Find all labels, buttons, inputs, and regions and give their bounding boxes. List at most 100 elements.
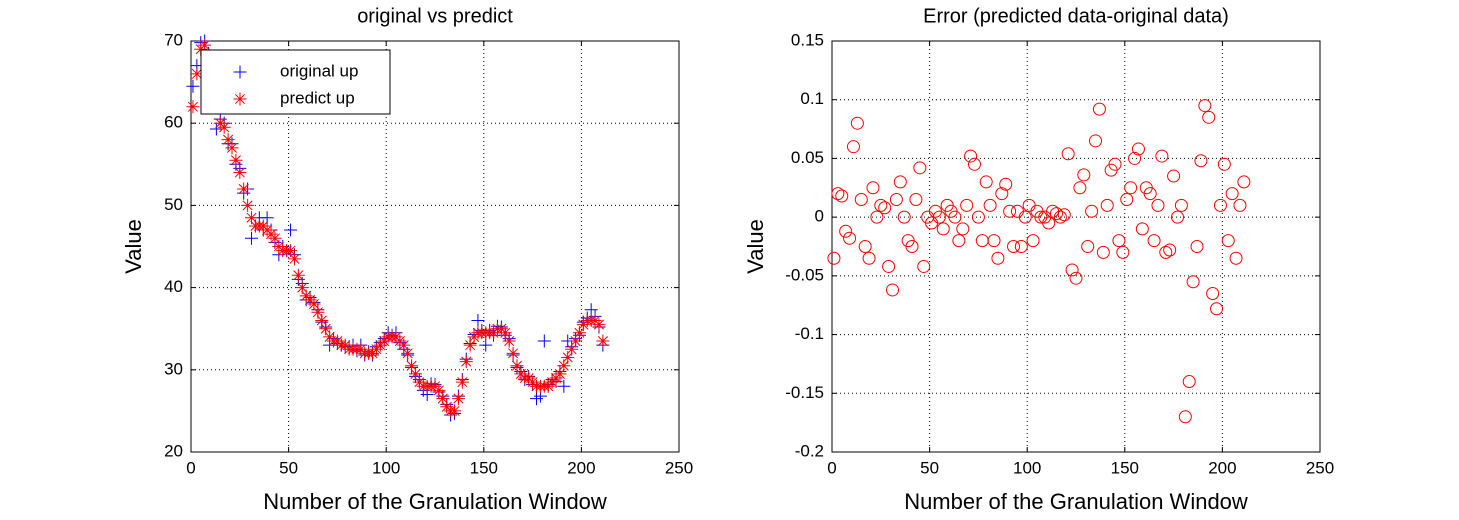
data-point	[897, 210, 911, 224]
data-point	[1135, 222, 1149, 236]
data-point	[1163, 243, 1177, 257]
data-point	[1202, 110, 1216, 124]
data-point	[315, 313, 329, 327]
data-point	[917, 259, 931, 273]
chart-title: Error (predicted data-original data)	[923, 5, 1229, 27]
data-point	[878, 201, 892, 215]
data-point	[1237, 175, 1251, 189]
data-point	[975, 234, 989, 248]
x-tick-label: 150	[1111, 458, 1139, 477]
y-tick-label: 60	[164, 113, 183, 132]
data-point	[1143, 187, 1157, 201]
data-point	[854, 193, 868, 207]
data-point	[432, 383, 446, 397]
data-point	[245, 211, 259, 225]
data-point	[217, 120, 231, 134]
data-point	[1108, 157, 1122, 171]
data-point	[952, 234, 966, 248]
y-tick-label: 40	[164, 277, 183, 296]
data-point	[948, 210, 962, 224]
data-point	[1007, 240, 1021, 253]
y-tick-label: 30	[164, 359, 183, 378]
data-point	[909, 193, 923, 207]
data-point	[569, 334, 583, 348]
data-point	[1069, 271, 1083, 285]
data-point	[893, 175, 907, 189]
data-point	[448, 404, 462, 418]
data-point	[1022, 198, 1036, 212]
data-point	[565, 342, 579, 356]
data-point	[882, 259, 896, 273]
data-point	[846, 140, 860, 154]
data-point	[858, 240, 872, 253]
data-point	[241, 198, 255, 212]
data-point	[979, 175, 993, 189]
data-point	[1171, 210, 1185, 224]
data-point	[835, 189, 849, 203]
data-point	[1053, 210, 1067, 224]
data-point	[1018, 210, 1032, 224]
data-point	[268, 231, 282, 245]
data-point	[1194, 154, 1208, 168]
data-point	[557, 359, 571, 373]
data-point	[190, 67, 204, 81]
data-point	[956, 222, 970, 236]
data-point	[572, 326, 586, 340]
data-point	[1042, 216, 1056, 230]
y-tick-label: 0.15	[791, 30, 824, 49]
chart-title: original vs predict	[357, 5, 513, 27]
data-point	[498, 326, 512, 340]
data-point	[1225, 187, 1239, 201]
data-point	[936, 222, 950, 236]
data-point	[843, 231, 857, 245]
axes-box	[190, 40, 680, 453]
data-point	[1186, 275, 1200, 289]
data-point	[229, 153, 243, 167]
data-point	[1206, 286, 1220, 300]
data-point	[537, 334, 551, 348]
x-tick-label: 200	[567, 458, 595, 477]
data-point	[862, 251, 876, 265]
data-point	[459, 355, 473, 369]
data-point	[245, 231, 259, 245]
series-markers	[827, 99, 1251, 424]
data-point	[1065, 263, 1079, 277]
data-point	[886, 283, 900, 297]
data-point	[1131, 142, 1145, 156]
y-axis-label: Value	[743, 219, 768, 274]
data-point	[1085, 204, 1099, 218]
data-point	[557, 379, 571, 393]
data-point	[995, 187, 1009, 201]
data-point	[874, 198, 888, 212]
data-point	[1057, 208, 1071, 222]
data-point	[1092, 102, 1106, 116]
data-point	[1229, 251, 1243, 265]
y-tick-label: 0.05	[791, 148, 824, 167]
data-point	[905, 240, 919, 253]
y-tick-label: 0.1	[800, 89, 824, 108]
data-point	[960, 198, 974, 212]
legend-box	[200, 49, 391, 115]
x-tick-label: 50	[920, 458, 939, 477]
data-point	[1182, 375, 1196, 389]
data-point	[592, 318, 606, 332]
data-point	[987, 234, 1001, 248]
data-point	[991, 251, 1005, 265]
x-axis-label: Number of the Granulation Window	[904, 489, 1248, 514]
data-point	[553, 367, 567, 381]
data-point	[1014, 240, 1028, 253]
data-point	[561, 350, 575, 364]
data-point	[1233, 198, 1247, 212]
y-tick-label: 50	[164, 195, 183, 214]
data-point	[889, 193, 903, 207]
y-tick-label: -0.15	[785, 383, 824, 402]
data-point	[225, 141, 239, 155]
data-point	[502, 334, 516, 348]
data-point	[971, 210, 985, 224]
data-point	[1010, 204, 1024, 218]
data-point	[233, 166, 247, 180]
data-point	[451, 392, 465, 406]
legend-marker	[233, 92, 247, 106]
